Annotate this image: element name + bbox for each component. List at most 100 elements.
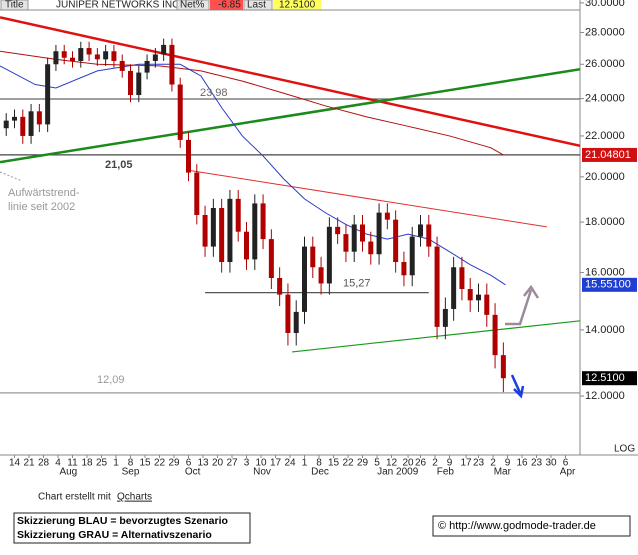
candle-body bbox=[476, 294, 481, 301]
month-label: Oct bbox=[185, 467, 201, 478]
source-box bbox=[432, 515, 631, 537]
x-tick-label: 18 bbox=[81, 458, 93, 469]
x-tick-label: 25 bbox=[96, 458, 108, 469]
candle-body bbox=[442, 308, 448, 327]
candle-body bbox=[467, 289, 473, 301]
candle-body bbox=[252, 203, 258, 260]
x-tick-label: 4 bbox=[55, 458, 61, 469]
candle-body bbox=[426, 224, 432, 247]
candle-body bbox=[335, 226, 341, 235]
candle-body bbox=[500, 355, 506, 379]
candle-body bbox=[459, 267, 465, 290]
x-tick-label: 2 bbox=[432, 458, 438, 469]
header-net: -6.85 bbox=[218, 0, 241, 11]
candle-body bbox=[210, 207, 216, 247]
candle-body bbox=[119, 60, 125, 71]
x-tick-label: 23 bbox=[531, 458, 543, 469]
candle-body bbox=[310, 246, 316, 268]
last-value-label: 21.04801 bbox=[585, 149, 631, 161]
candle-body bbox=[360, 224, 365, 242]
candle-body bbox=[293, 311, 299, 333]
candle-body bbox=[318, 267, 324, 284]
x-tick-label: 20 bbox=[403, 458, 415, 469]
candle-body bbox=[70, 57, 75, 61]
legend-box bbox=[13, 512, 251, 544]
x-tick-label: 2 bbox=[490, 458, 496, 469]
candle-body bbox=[20, 116, 26, 136]
candle-body bbox=[277, 278, 283, 295]
candle-body bbox=[12, 116, 17, 121]
last-value-box bbox=[582, 147, 637, 162]
month-label: Mar bbox=[494, 467, 512, 478]
trendline bbox=[189, 169, 547, 228]
candle-body bbox=[28, 111, 34, 136]
x-tick-label: 5 bbox=[374, 458, 380, 469]
y-tick-label: 30.0000 bbox=[585, 0, 625, 9]
credit-link[interactable]: Qcharts bbox=[117, 492, 152, 503]
x-tick-label: 23 bbox=[473, 458, 485, 469]
candle-body bbox=[484, 294, 490, 315]
y-tick-label: 24.0000 bbox=[585, 93, 625, 105]
x-tick-label: 29 bbox=[168, 458, 180, 469]
level-label: 23,98 bbox=[200, 87, 228, 99]
last-value-label: 12.5100 bbox=[585, 372, 625, 384]
x-tick-label: 1 bbox=[302, 458, 308, 469]
candle-body bbox=[186, 139, 191, 173]
annotation: linie seit 2002 bbox=[8, 201, 75, 213]
candle-body bbox=[401, 262, 407, 276]
x-tick-label: 30 bbox=[545, 458, 557, 469]
x-tick-label: 8 bbox=[128, 458, 134, 469]
x-tick-label: 28 bbox=[38, 458, 50, 469]
x-tick-label: 15 bbox=[328, 458, 340, 469]
alternative-scenario-sketch bbox=[505, 284, 540, 326]
month-label: Nov bbox=[253, 467, 271, 478]
candle-body bbox=[451, 267, 457, 309]
x-tick-label: 10 bbox=[255, 458, 267, 469]
header-box bbox=[210, 0, 243, 10]
x-tick-label: 20 bbox=[212, 458, 224, 469]
legend-text: Skizzierung BLAU = bevorzugtes Szenario bbox=[17, 515, 228, 527]
candle-body bbox=[202, 214, 208, 247]
x-tick-label: 15 bbox=[139, 458, 151, 469]
candle-body bbox=[235, 198, 241, 232]
header-last-label: Last bbox=[247, 0, 266, 11]
candle-body bbox=[219, 207, 225, 263]
month-label: Jan 2009 bbox=[377, 467, 419, 478]
credit: Chart erstellt mit bbox=[38, 492, 111, 503]
x-tick-label: 1 bbox=[113, 458, 119, 469]
last-value-box bbox=[582, 371, 637, 386]
month-label: Apr bbox=[560, 467, 576, 478]
y-tick-label: 22.0000 bbox=[585, 130, 625, 142]
x-tick-label: 9 bbox=[505, 458, 511, 469]
header-name: JUNIPER NETWORKS INC bbox=[56, 0, 179, 11]
x-tick-label: 12 bbox=[386, 458, 398, 469]
month-label: Dec bbox=[311, 467, 329, 478]
x-tick-label: 26 bbox=[415, 458, 427, 469]
candle-body bbox=[326, 226, 332, 284]
x-tick-label: 21 bbox=[23, 458, 35, 469]
legend-text: Skizzierung GRAU = Alternativszenario bbox=[17, 529, 212, 541]
y-tick-label: 28.0000 bbox=[585, 26, 625, 38]
candle-body bbox=[169, 44, 175, 85]
x-tick-label: 11 bbox=[67, 458, 78, 469]
candle-body bbox=[368, 241, 374, 255]
level-label: 12,09 bbox=[97, 374, 125, 386]
candle-body bbox=[45, 64, 51, 125]
x-tick-label: 6 bbox=[563, 458, 569, 469]
x-tick-label: 27 bbox=[226, 458, 238, 469]
month-label: Sep bbox=[122, 467, 140, 478]
candle-body bbox=[152, 54, 158, 61]
candle-body bbox=[161, 44, 167, 55]
candle-body bbox=[409, 236, 415, 276]
candle-body bbox=[268, 239, 274, 279]
candle-body bbox=[136, 72, 142, 96]
header-title-label: Title bbox=[5, 0, 24, 11]
candle-body bbox=[177, 84, 183, 140]
y-tick-label: 16.0000 bbox=[585, 267, 625, 279]
preferred-scenario-sketch bbox=[510, 374, 525, 399]
candle-body bbox=[302, 246, 307, 312]
x-tick-label: 22 bbox=[342, 458, 354, 469]
candle-body bbox=[393, 219, 399, 263]
candle-body bbox=[227, 198, 233, 263]
source[interactable]: © http://www.godmode-trader.de bbox=[438, 520, 596, 532]
